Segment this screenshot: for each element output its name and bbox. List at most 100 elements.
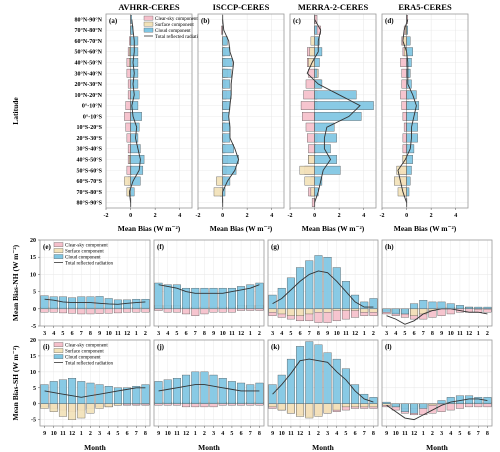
clear-bar [302, 112, 315, 121]
clear-bar [154, 308, 163, 311]
clear-bar [58, 308, 67, 314]
surface-bar [323, 403, 332, 414]
month-tick-label: 9 [326, 331, 329, 337]
y-tick-label: 20 [30, 238, 36, 244]
clear-bar [86, 308, 95, 315]
cloud-bar [218, 287, 227, 309]
month-tick-label: 11 [288, 431, 294, 437]
total-line [386, 308, 488, 325]
clear-bar [127, 79, 131, 89]
month-tick-label: 1 [422, 431, 425, 437]
surface-bar [124, 176, 131, 186]
x-axis-label: Mean Bias (W m⁻²) [118, 224, 181, 233]
panel-frame [39, 239, 151, 327]
cloud-bar [40, 295, 49, 309]
latitude-label: 0°-10°S [83, 113, 103, 120]
y-tick-label: 0 [33, 402, 36, 408]
panel-background [268, 240, 378, 326]
cloud-bar [130, 58, 139, 67]
clear-bar [200, 403, 209, 408]
month-tick-label: 6 [185, 331, 188, 337]
x-tick-label: 0 [405, 213, 408, 219]
x-tick-label: -2 [104, 213, 109, 219]
cloud-bar [130, 187, 135, 197]
month-tick-label: 1 [477, 331, 480, 337]
cloud-bar [437, 301, 446, 309]
month-tick-label: 1 [80, 431, 83, 437]
cloud-bar [130, 122, 140, 132]
clear-bar [465, 403, 474, 408]
clear-bar [255, 308, 264, 311]
cloud-bar [369, 397, 378, 404]
clear-bar [403, 122, 407, 132]
clear-bar [483, 403, 492, 408]
clear-bar [127, 144, 131, 154]
surface-bar [216, 176, 223, 186]
month-tick-label: 12 [466, 331, 472, 337]
surface-bar [86, 403, 95, 414]
month-tick-label: 9 [212, 331, 215, 337]
cloud-bar [286, 358, 295, 404]
month-tick-label: 8 [144, 431, 147, 437]
clear-bar [125, 101, 131, 110]
month-tick-label: 2 [203, 431, 206, 437]
month-tick-label: 7 [249, 431, 252, 437]
clear-bar [49, 308, 58, 313]
y-tick-label: 15 [30, 354, 36, 360]
latitude-panel-0: AVHRR-CERES(a) -2 0 2 4 Mean Bias (W m⁻²) Clea… [104, 2, 204, 233]
latitude-panel-1: ISCCP-CERES(b) -2 0 2 4 Mean Bias (W m⁻²) [196, 2, 285, 233]
cloud-bar [86, 382, 95, 404]
month-tick-label: 5 [116, 431, 119, 437]
nh-legend-label-total: Total reflected radiation [65, 261, 113, 266]
surface-bar [314, 403, 323, 417]
panel-title: ISCCP-CERES [213, 2, 270, 12]
surface-bar [286, 308, 295, 316]
month-tick-label: 2 [372, 331, 375, 337]
panel-background [382, 340, 492, 426]
cloud-bar [455, 305, 464, 309]
cloud-bar [314, 255, 323, 309]
latitude-label: 50°N-60°N [75, 49, 103, 56]
total-line [272, 358, 374, 403]
latitude-label: 70°N-80°N [75, 27, 103, 34]
cloud-bar [141, 298, 150, 309]
nh-legend-swatch-clear [53, 242, 64, 247]
month-tick-label: 6 [71, 331, 74, 337]
month-tick-label: 7 [80, 331, 83, 337]
cloud-bar [474, 306, 483, 309]
cloud-bar [314, 68, 318, 78]
panel-frame [381, 239, 493, 327]
panel-frame [381, 339, 493, 427]
clear-bar [191, 308, 200, 316]
month-tick-label: 3 [326, 431, 329, 437]
clear-bar [402, 112, 407, 121]
clear-bar [77, 308, 86, 315]
total-line [222, 19, 240, 203]
surface-bar [310, 36, 315, 46]
sh-legend-swatch-clear [53, 342, 64, 347]
month-tick-label: 3 [98, 431, 101, 437]
clear-bar [307, 133, 315, 143]
x-axis-label: Month [312, 443, 334, 452]
clear-bar [305, 122, 315, 132]
cloud-bar [314, 25, 318, 35]
cloud-bar [222, 112, 229, 121]
x-tick-label: 4 [454, 213, 457, 219]
clear-bar [446, 403, 455, 411]
surface-bar [341, 308, 350, 311]
month-tick-label: 5 [175, 331, 178, 337]
clear-bar [191, 403, 200, 408]
month-tick-label: 8 [89, 331, 92, 337]
clear-bar [401, 68, 407, 78]
month-tick-label: 8 [258, 431, 261, 437]
surface-bar [410, 308, 419, 316]
month-tick-label: 5 [344, 431, 347, 437]
latitude-label: 40°N-50°N [75, 60, 103, 67]
latitude-label: 40°S-50°S [77, 157, 103, 164]
cloud-bar [40, 384, 49, 404]
cloud-bar [104, 386, 113, 404]
month-tick-label: 12 [352, 331, 358, 337]
panel-frame [105, 13, 193, 209]
month-tick-label: 11 [60, 431, 66, 437]
